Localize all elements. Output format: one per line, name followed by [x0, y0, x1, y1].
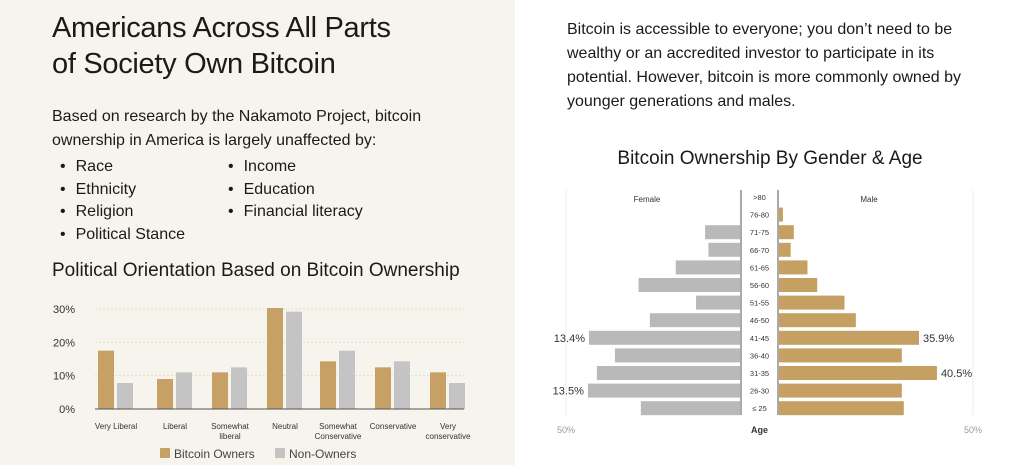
bar-non-owners — [286, 311, 302, 409]
bar-bitcoin-owners — [320, 361, 336, 409]
bar-male — [779, 401, 904, 416]
right-text: Bitcoin is accessible to everyone; you d… — [567, 21, 961, 110]
bar-bitcoin-owners — [267, 308, 283, 409]
bar-male — [779, 225, 794, 240]
legend-label: Non-Owners — [289, 447, 356, 461]
bar-female — [708, 242, 740, 257]
bar-female — [589, 330, 740, 345]
age-label: 46-50 — [750, 316, 769, 325]
legend-label: Bitcoin Owners — [174, 447, 255, 461]
bar-non-owners — [117, 383, 133, 409]
x-tick-label: Conservative — [315, 432, 362, 441]
bar-female — [649, 313, 740, 328]
legend-swatch-owners — [160, 448, 170, 458]
bar-non-owners — [449, 383, 465, 409]
axis-label-left: 50% — [557, 425, 575, 435]
bar-female — [638, 278, 740, 292]
bullet-item: Religion — [60, 201, 185, 224]
axis-label-right: 50% — [964, 425, 982, 435]
bar-female — [705, 225, 740, 240]
legend-label: Male — [860, 195, 878, 204]
age-label: 31-35 — [750, 369, 769, 378]
intro-text: Based on research by the Nakamoto Projec… — [52, 108, 422, 149]
bar-male — [779, 348, 902, 363]
bar-female — [640, 401, 740, 416]
y-tick-label: 30% — [53, 304, 75, 316]
age-label: 51-55 — [750, 299, 769, 308]
age-label: 26-30 — [750, 387, 769, 396]
bar-male — [779, 260, 808, 275]
bullet-item: Education — [228, 179, 363, 202]
age-label: >80 — [753, 193, 766, 202]
bar-male — [779, 330, 920, 345]
age-label: 56-60 — [750, 281, 769, 290]
bar-non-owners — [394, 361, 410, 409]
bar-male — [779, 278, 818, 292]
legend-swatch-non-owners — [275, 448, 285, 458]
bar-non-owners — [231, 367, 247, 409]
pyramid-chart-title: Bitcoin Ownership By Gender & Age — [617, 148, 923, 169]
political-chart-title: Political Orientation Based on Bitcoin O… — [52, 260, 460, 281]
age-label: 76-80 — [750, 211, 769, 220]
x-tick-label: Very Liberal — [95, 422, 137, 431]
x-tick-label: Very — [440, 422, 456, 431]
bar-non-owners — [339, 350, 355, 409]
bullet-list-1: Race Ethnicity Religion Political Stance — [60, 156, 185, 246]
y-tick-label: 0% — [59, 404, 75, 416]
age-label: 61-65 — [750, 263, 769, 272]
bullet-item: Ethnicity — [60, 179, 185, 202]
bullet-item: Race — [60, 156, 185, 179]
bar-male — [779, 383, 902, 398]
data-label: 13.5% — [553, 386, 584, 398]
bullet-item: Financial literacy — [228, 201, 363, 224]
page-title: Americans Across All Parts of Society Own… — [52, 10, 391, 82]
x-tick-label: Neutral — [272, 422, 298, 431]
title-line: Americans Across All Parts — [52, 12, 391, 44]
age-label: 41-45 — [750, 334, 769, 343]
y-tick-label: 10% — [53, 371, 75, 383]
x-tick-label: liberal — [219, 432, 241, 441]
data-label: 13.4% — [554, 333, 585, 345]
age-label: 71-75 — [750, 228, 769, 237]
x-tick-label: Somewhat — [211, 422, 250, 431]
bar-bitcoin-owners — [430, 372, 446, 409]
age-label: 66-70 — [750, 246, 769, 255]
bar-non-owners — [176, 372, 192, 409]
bar-male — [779, 207, 783, 222]
x-tick-label: conservative — [426, 432, 471, 441]
bar-bitcoin-owners — [157, 379, 173, 409]
bar-female — [614, 348, 740, 363]
bar-bitcoin-owners — [98, 350, 114, 409]
bar-male — [779, 366, 937, 380]
title-line: of Society Own Bitcoin — [52, 48, 336, 80]
x-tick-label: Conservative — [370, 422, 417, 431]
bar-male — [779, 313, 856, 328]
age-label: 36-40 — [750, 351, 769, 360]
x-tick-label: Somewhat — [319, 422, 358, 431]
bullet-item: Political Stance — [60, 224, 185, 247]
bar-male — [779, 295, 845, 310]
bullet-item: Income — [228, 156, 363, 179]
data-label: 40.5% — [941, 368, 972, 380]
data-label: 35.9% — [923, 333, 954, 345]
age-label: ≤ 25 — [752, 404, 767, 413]
y-tick-label: 20% — [53, 337, 75, 349]
legend-label: Female — [634, 195, 661, 204]
x-axis-title: Age — [751, 425, 768, 435]
bar-female — [696, 295, 740, 310]
bar-female — [675, 260, 740, 275]
bar-bitcoin-owners — [212, 372, 228, 409]
bar-female — [596, 366, 740, 380]
bullet-list-2: Income Education Financial literacy — [228, 156, 363, 224]
bar-male — [779, 242, 791, 257]
bar-bitcoin-owners — [375, 367, 391, 409]
bar-female — [587, 383, 740, 398]
x-tick-label: Liberal — [163, 422, 187, 431]
